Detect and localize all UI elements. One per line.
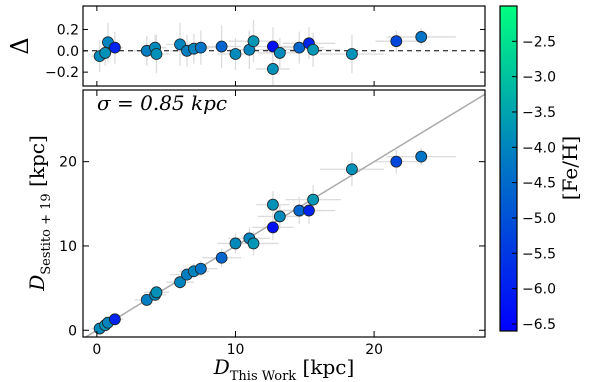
main-ytick-label: 10	[59, 239, 77, 255]
colorbar-tick-label: −6.0	[522, 282, 556, 298]
colorbar-tick-label: −3.5	[522, 105, 556, 121]
main-ytick-label: 0	[68, 323, 77, 339]
main-xtick-label: 10	[227, 342, 245, 358]
main-panel: 0 10 20 0 10 20 σ = 0.85 kpc DSestito + 19 [k…	[25, 89, 486, 382]
main-xtick-label: 20	[365, 342, 383, 358]
colorbar-tick-label: −5.5	[522, 246, 556, 262]
colorbar-tick-label: −6.5	[522, 317, 556, 333]
main-frame	[82, 89, 486, 338]
residual-point	[194, 41, 207, 54]
residual-point	[108, 41, 121, 54]
colorbar-tick-label: −3.0	[522, 70, 556, 86]
main-point	[267, 198, 279, 211]
main-point	[108, 313, 121, 326]
residual-point	[346, 48, 358, 60]
residual-point	[390, 35, 403, 48]
colorbar-label: [Fe/H]	[558, 136, 582, 200]
colorbar-gradient	[499, 5, 518, 332]
residual-point	[267, 63, 279, 75]
main-point	[267, 221, 279, 234]
colorbar: −2.5 −3.0 −3.5 −4.0 −4.5 −5.0 −5.5 −6.0 −6.5 [Fe…	[499, 5, 582, 333]
main-point	[215, 251, 228, 264]
main-x-label: DThis Work [kpc]	[213, 355, 355, 382]
residual-point	[307, 43, 320, 56]
residual-frame	[82, 5, 486, 87]
colorbar-tick-label: −5.0	[522, 211, 556, 227]
residual-point	[273, 47, 286, 59]
main-xtick-label: 0	[92, 342, 101, 358]
residual-point	[229, 48, 242, 60]
main-point	[150, 286, 163, 299]
residual-y-label: Δ	[6, 37, 34, 54]
main-point	[390, 155, 403, 168]
main-point	[346, 163, 358, 176]
residual-point	[150, 48, 163, 60]
residual-point	[415, 31, 428, 43]
residual-ytick-label: 0.0	[57, 44, 79, 60]
residual-point	[247, 35, 260, 48]
main-point	[273, 210, 286, 223]
colorbar-tick-label: −4.0	[522, 140, 556, 156]
main-point	[229, 237, 242, 250]
residual-point	[99, 47, 112, 59]
main-point	[174, 276, 186, 289]
main-ytick-label: 20	[59, 155, 77, 171]
residual-ytick-label: 0.2	[57, 22, 79, 38]
colorbar-tick-label: −2.5	[522, 34, 556, 50]
main-point	[307, 193, 320, 206]
residual-point	[293, 41, 306, 54]
residual-panel: −0.2 0.0 0.2 Δ	[6, 5, 486, 87]
main-point	[194, 262, 207, 275]
residual-point	[215, 40, 228, 53]
sigma-annotation: σ = 0.85 kpc	[97, 91, 227, 115]
main-point	[415, 150, 428, 163]
colorbar-tick-label: −4.5	[522, 176, 556, 192]
main-y-label: DSestito + 19 [kpc]	[25, 135, 54, 292]
residual-ytick-label: −0.2	[45, 65, 79, 81]
main-point	[303, 204, 315, 217]
main-point	[247, 237, 260, 250]
